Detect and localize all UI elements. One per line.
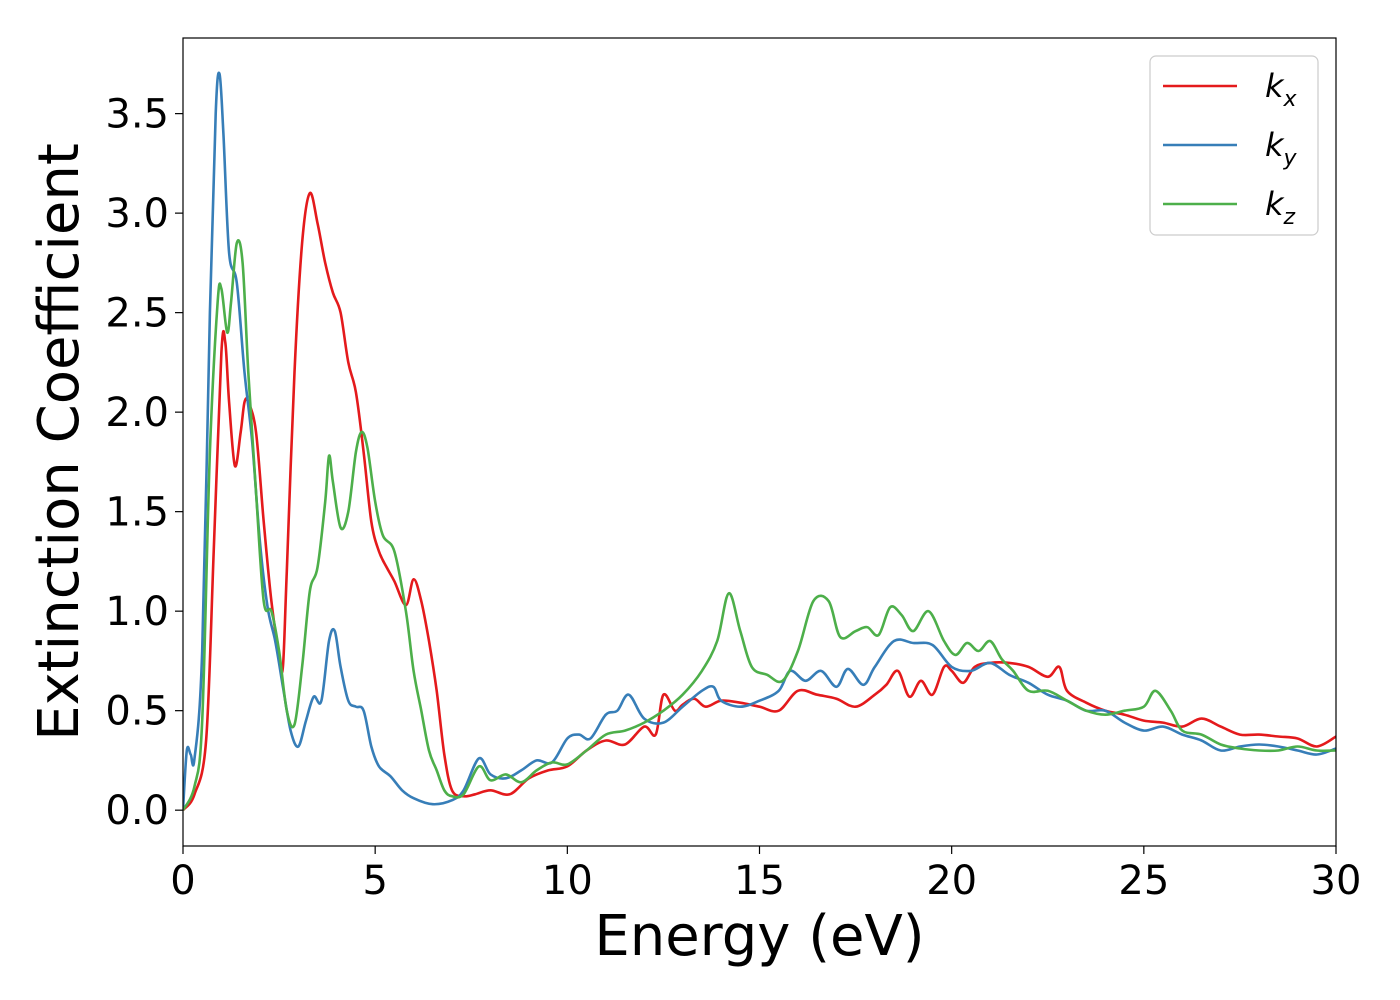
x-tick-label: 15 [734, 858, 785, 904]
plot-background [183, 38, 1336, 846]
y-axis: 0.0 0.5 1.0 1.5 2.0 2.5 3.0 3.5 [105, 92, 183, 834]
x-axis: 0 5 10 15 20 25 30 [170, 846, 1361, 904]
x-axis-title: Energy (eV) [594, 904, 924, 969]
y-tick-label: 1.0 [105, 589, 169, 635]
y-tick-label: 3.0 [105, 191, 169, 237]
x-tick-label: 20 [926, 858, 977, 904]
y-tick-label: 1.5 [105, 490, 169, 536]
x-tick-label: 5 [362, 858, 387, 904]
series-layer [183, 71, 1336, 812]
x-tick-label: 30 [1311, 858, 1362, 904]
legend-label: ky [1265, 126, 1298, 171]
y-tick-label: 0.5 [105, 689, 169, 735]
x-tick-label: 10 [542, 858, 593, 904]
y-tick-label: 0.0 [105, 788, 169, 834]
y-tick-label: 2.5 [105, 291, 169, 337]
y-tick-label: 2.0 [105, 390, 169, 436]
y-tick-label: 3.5 [105, 92, 169, 138]
x-tick-label: 0 [170, 858, 195, 904]
x-tick-label: 25 [1118, 858, 1169, 904]
series-line-kz [183, 238, 1336, 811]
y-axis-title: Extinction Coefficient [27, 143, 92, 741]
